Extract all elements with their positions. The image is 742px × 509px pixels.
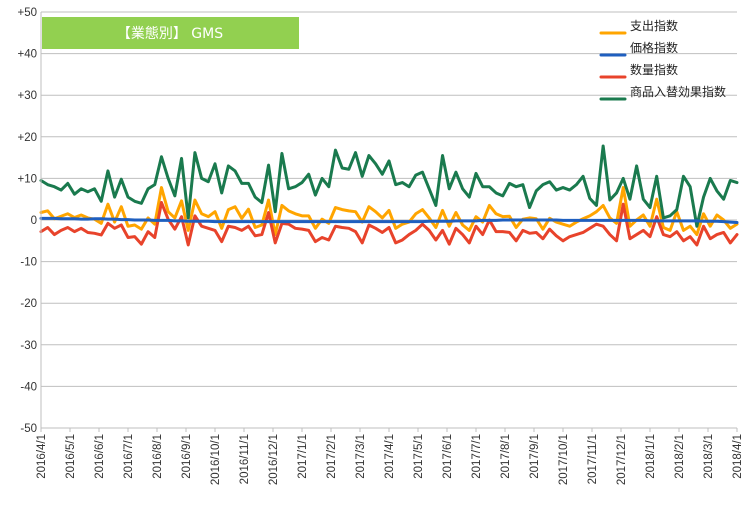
x-tick-label: 2017/3/1 bbox=[355, 434, 367, 479]
x-tick-label: 2016/11/1 bbox=[239, 434, 251, 484]
y-tick-label: +10 bbox=[17, 173, 37, 185]
y-tick-label: -10 bbox=[20, 257, 37, 269]
legend-label: 支出指数 bbox=[630, 18, 678, 33]
x-tick-label: 2016/5/1 bbox=[65, 434, 77, 479]
x-tick-label: 2018/2/1 bbox=[674, 434, 686, 479]
x-tick-label: 2017/8/1 bbox=[500, 434, 512, 479]
y-tick-label: +50 bbox=[17, 7, 37, 19]
legend-label: 価格指数 bbox=[630, 40, 678, 55]
x-tick-label: 2017/10/1 bbox=[558, 434, 570, 485]
legend-item: 商品入替効果指数 bbox=[599, 84, 726, 101]
x-tick-label: 2016/12/1 bbox=[268, 434, 280, 485]
x-tick-label: 2018/1/1 bbox=[645, 434, 657, 479]
x-tick-label: 2016/7/1 bbox=[123, 434, 135, 479]
y-tick-label: -20 bbox=[20, 298, 37, 310]
y-tick-label: 0 bbox=[31, 215, 37, 227]
legend-item: 数量指数 bbox=[599, 62, 678, 79]
legend-label: 数量指数 bbox=[630, 62, 678, 77]
legend-label: 商品入替効果指数 bbox=[630, 84, 726, 99]
series-line-2 bbox=[39, 216, 739, 224]
x-tick-label: 2017/6/1 bbox=[442, 434, 454, 479]
x-tick-label: 2016/9/1 bbox=[181, 434, 193, 479]
x-tick-label: 2017/9/1 bbox=[529, 434, 541, 479]
x-tick-label: 2017/12/1 bbox=[616, 434, 628, 485]
y-tick-label: -50 bbox=[20, 423, 37, 435]
series-line-3 bbox=[39, 201, 739, 247]
y-tick-label: +30 bbox=[17, 90, 37, 102]
legend-item: 支出指数 bbox=[599, 18, 678, 35]
y-tick-label: -40 bbox=[20, 381, 37, 393]
x-tick-label: 2016/8/1 bbox=[152, 434, 164, 479]
chart-title-box: 【業態別】 GMS bbox=[42, 17, 299, 49]
x-tick-label: 2017/1/1 bbox=[297, 434, 309, 479]
series-line-1 bbox=[39, 186, 739, 237]
chart-title: 【業態別】 GMS bbox=[117, 26, 223, 42]
y-tick-label: -30 bbox=[20, 340, 37, 352]
x-tick-label: 2017/7/1 bbox=[471, 434, 483, 479]
y-tick-label: +20 bbox=[17, 132, 37, 144]
x-tick-label: 2018/4/1 bbox=[732, 434, 742, 479]
series-layer bbox=[39, 144, 739, 247]
x-tick-label: 2017/2/1 bbox=[326, 434, 338, 479]
y-tick-label: +40 bbox=[17, 49, 37, 61]
x-tick-label: 2018/3/1 bbox=[703, 434, 715, 479]
legend-item: 価格指数 bbox=[599, 40, 678, 57]
x-tick-label: 2016/6/1 bbox=[94, 434, 106, 479]
x-tick-label: 2017/11/1 bbox=[587, 434, 599, 484]
x-tick-label: 2017/5/1 bbox=[413, 434, 425, 479]
x-tick-label: 2017/4/1 bbox=[384, 434, 396, 479]
x-tick-label: 2016/4/1 bbox=[36, 434, 48, 479]
chart-title-background bbox=[42, 17, 299, 49]
x-tick-label: 2016/10/1 bbox=[210, 434, 222, 485]
series-line-4 bbox=[39, 144, 739, 228]
